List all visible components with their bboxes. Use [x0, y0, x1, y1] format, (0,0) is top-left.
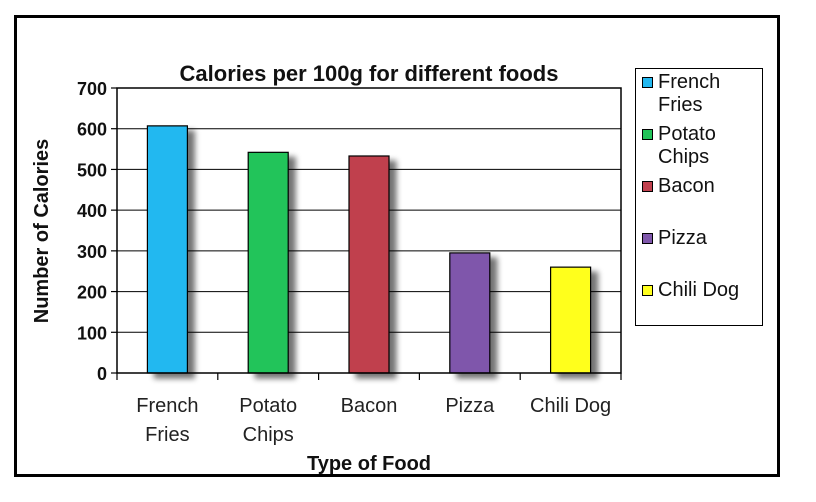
- legend-item: French Fries: [642, 71, 760, 117]
- bar: [549, 266, 592, 374]
- legend-item: Pizza: [642, 227, 760, 250]
- y-tick-label: 200: [77, 283, 107, 303]
- bars: [146, 125, 592, 374]
- legend-item: Potato Chips: [642, 123, 760, 169]
- x-tick-label: Potato Chips: [239, 395, 297, 446]
- legend-swatch: [642, 129, 653, 140]
- y-tick-label: 600: [77, 120, 107, 140]
- y-tick-label: 0: [97, 364, 107, 384]
- chart-title: Calories per 100g for different foods: [180, 61, 559, 86]
- legend-swatch: [642, 233, 653, 244]
- y-axis-label: Number of Calories: [31, 139, 53, 323]
- y-tick-label: 400: [77, 201, 107, 221]
- bar: [146, 125, 188, 374]
- y-tick-label: 500: [77, 160, 107, 180]
- legend-item: Bacon: [642, 175, 760, 198]
- x-tick-label: French Fries: [136, 395, 198, 446]
- bar: [449, 252, 491, 374]
- legend-swatch: [642, 285, 653, 296]
- bar: [247, 151, 289, 374]
- plot-area: [116, 87, 622, 374]
- y-tick-label: 300: [77, 242, 107, 262]
- x-axis-label: Type of Food: [307, 453, 431, 475]
- y-tick-label: 100: [77, 323, 107, 343]
- legend-label: French Fries: [658, 71, 721, 116]
- legend-label: Pizza: [658, 227, 707, 249]
- axes: [111, 87, 622, 380]
- x-tick-label: Pizza: [445, 395, 495, 417]
- x-tick-label: Bacon: [341, 395, 398, 417]
- legend: French Fries Potato Chips Bacon Pizza Chili …: [635, 68, 763, 326]
- y-tick-label: 700: [77, 79, 107, 99]
- legend-item: Chili Dog: [642, 279, 760, 302]
- legend-swatch: [642, 77, 653, 88]
- legend-label: Bacon: [658, 175, 715, 197]
- bar: [348, 155, 390, 374]
- tick-labels: 0 100 200 300 400 500 600 700 French Fries Potato C…: [77, 79, 611, 446]
- legend-swatch: [642, 181, 653, 192]
- legend-label: Potato Chips: [658, 123, 716, 168]
- legend-label: Chili Dog: [658, 279, 740, 301]
- x-tick-label: Chili Dog: [530, 395, 611, 417]
